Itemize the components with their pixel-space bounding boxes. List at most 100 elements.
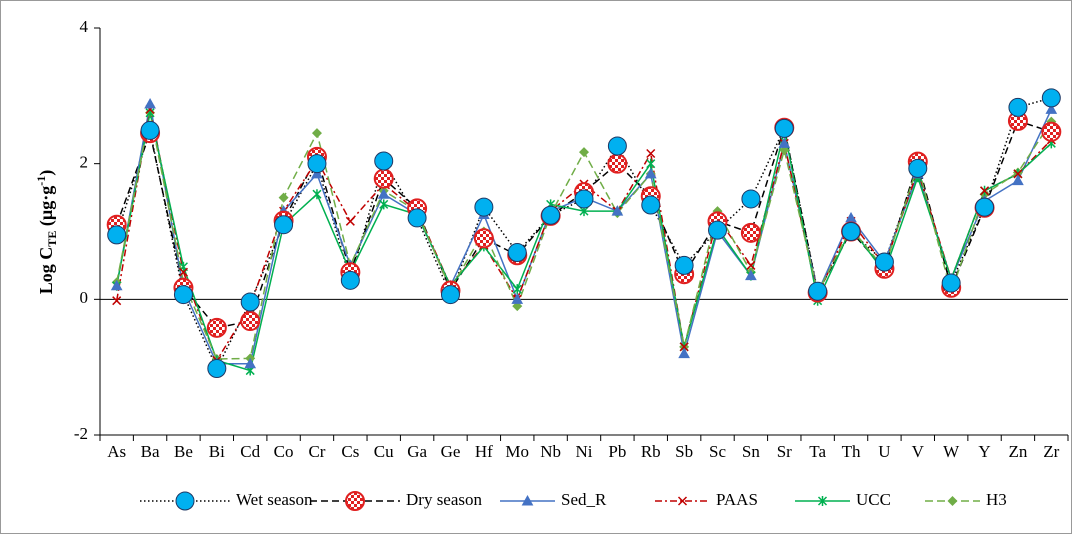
x-tick-label: Zn: [1008, 442, 1027, 461]
legend-label: Dry season: [406, 490, 483, 509]
marker: [611, 205, 624, 216]
marker: [112, 296, 122, 306]
marker: [206, 317, 227, 338]
marker: [607, 153, 628, 174]
marker: [874, 252, 894, 272]
x-tick-label: Sn: [742, 442, 760, 461]
x-tick-label: Sr: [777, 442, 792, 461]
x-tick-label: Pb: [608, 442, 626, 461]
marker: [708, 220, 728, 240]
marker: [646, 158, 656, 169]
marker: [774, 118, 794, 138]
marker: [678, 347, 690, 359]
x-tick-label: As: [107, 442, 126, 461]
marker: [975, 197, 995, 217]
x-tick-label: V: [912, 442, 925, 461]
marker: [278, 192, 289, 203]
marker: [674, 255, 694, 275]
marker: [144, 97, 156, 109]
marker: [1008, 97, 1028, 117]
marker: [778, 137, 791, 148]
marker: [274, 215, 294, 235]
marker: [407, 208, 427, 228]
marker: [641, 195, 661, 215]
marker: [679, 342, 689, 352]
marker: [808, 281, 828, 301]
marker: [374, 151, 394, 171]
legend-label: PAAS: [716, 490, 758, 509]
marker: [311, 167, 323, 179]
marker: [644, 167, 657, 179]
marker: [607, 136, 627, 156]
x-tick-label: Co: [274, 442, 294, 461]
marker: [1013, 169, 1023, 179]
marker: [574, 189, 594, 209]
y-tick-label: 2: [80, 153, 89, 172]
marker: [745, 269, 757, 281]
y-axis-title: Log CTE (µg·g-1): [34, 170, 59, 294]
marker: [1045, 103, 1058, 114]
x-tick-label: Mo: [505, 442, 529, 461]
x-tick-label: Be: [174, 442, 193, 461]
marker: [373, 168, 394, 189]
marker: [178, 267, 188, 277]
marker: [474, 197, 494, 217]
x-tick-label: Sb: [675, 442, 693, 461]
x-tick-label: Cs: [341, 442, 359, 461]
x-tick-label: Ba: [141, 442, 160, 461]
x-tick-label: Nb: [540, 442, 561, 461]
marker: [511, 293, 524, 304]
x-tick-label: Sc: [709, 442, 726, 461]
x-tick-label: Rb: [641, 442, 661, 461]
marker: [1012, 174, 1024, 186]
x-tick-label: Ta: [809, 442, 826, 461]
x-tick-label: Zr: [1043, 442, 1059, 461]
marker: [175, 491, 195, 511]
x-tick-label: Th: [842, 442, 861, 461]
marker: [379, 199, 389, 210]
marker: [140, 120, 160, 140]
legend-label: UCC: [856, 490, 891, 509]
x-tick-label: Ga: [407, 442, 427, 461]
x-tick-label: Hf: [475, 442, 493, 461]
legend-label: H3: [986, 490, 1007, 509]
x-tick-label: Y: [978, 442, 990, 461]
marker: [312, 189, 322, 200]
marker: [941, 273, 961, 293]
marker: [817, 496, 828, 506]
x-tick-label: Bi: [209, 442, 225, 461]
marker: [646, 148, 656, 159]
y-tick-label: 4: [80, 17, 89, 36]
marker: [1041, 88, 1061, 108]
marker: [980, 186, 990, 196]
marker: [311, 128, 322, 139]
marker: [473, 228, 494, 249]
marker: [507, 243, 527, 263]
series-line: [115, 109, 1052, 363]
marker: [740, 222, 761, 243]
marker: [173, 285, 193, 305]
x-tick-label: Ni: [576, 442, 593, 461]
marker: [107, 225, 127, 245]
x-tick-label: Cd: [240, 442, 260, 461]
marker: [746, 260, 756, 270]
x-tick-label: Cr: [308, 442, 325, 461]
marker: [947, 496, 958, 506]
marker: [908, 158, 928, 178]
x-tick-label: Cu: [374, 442, 394, 461]
marker: [440, 285, 460, 305]
marker: [345, 491, 365, 511]
legend-label: Sed_R: [561, 490, 607, 509]
marker: [340, 270, 360, 290]
x-tick-label: U: [878, 442, 890, 461]
x-tick-label: Ge: [441, 442, 461, 461]
marker: [512, 284, 522, 295]
marker: [579, 147, 589, 158]
x-tick-label: W: [943, 442, 960, 461]
marker: [841, 222, 861, 241]
marker: [244, 357, 257, 369]
marker: [741, 189, 761, 209]
marker: [240, 292, 260, 312]
y-tick-label: -2: [74, 424, 88, 443]
